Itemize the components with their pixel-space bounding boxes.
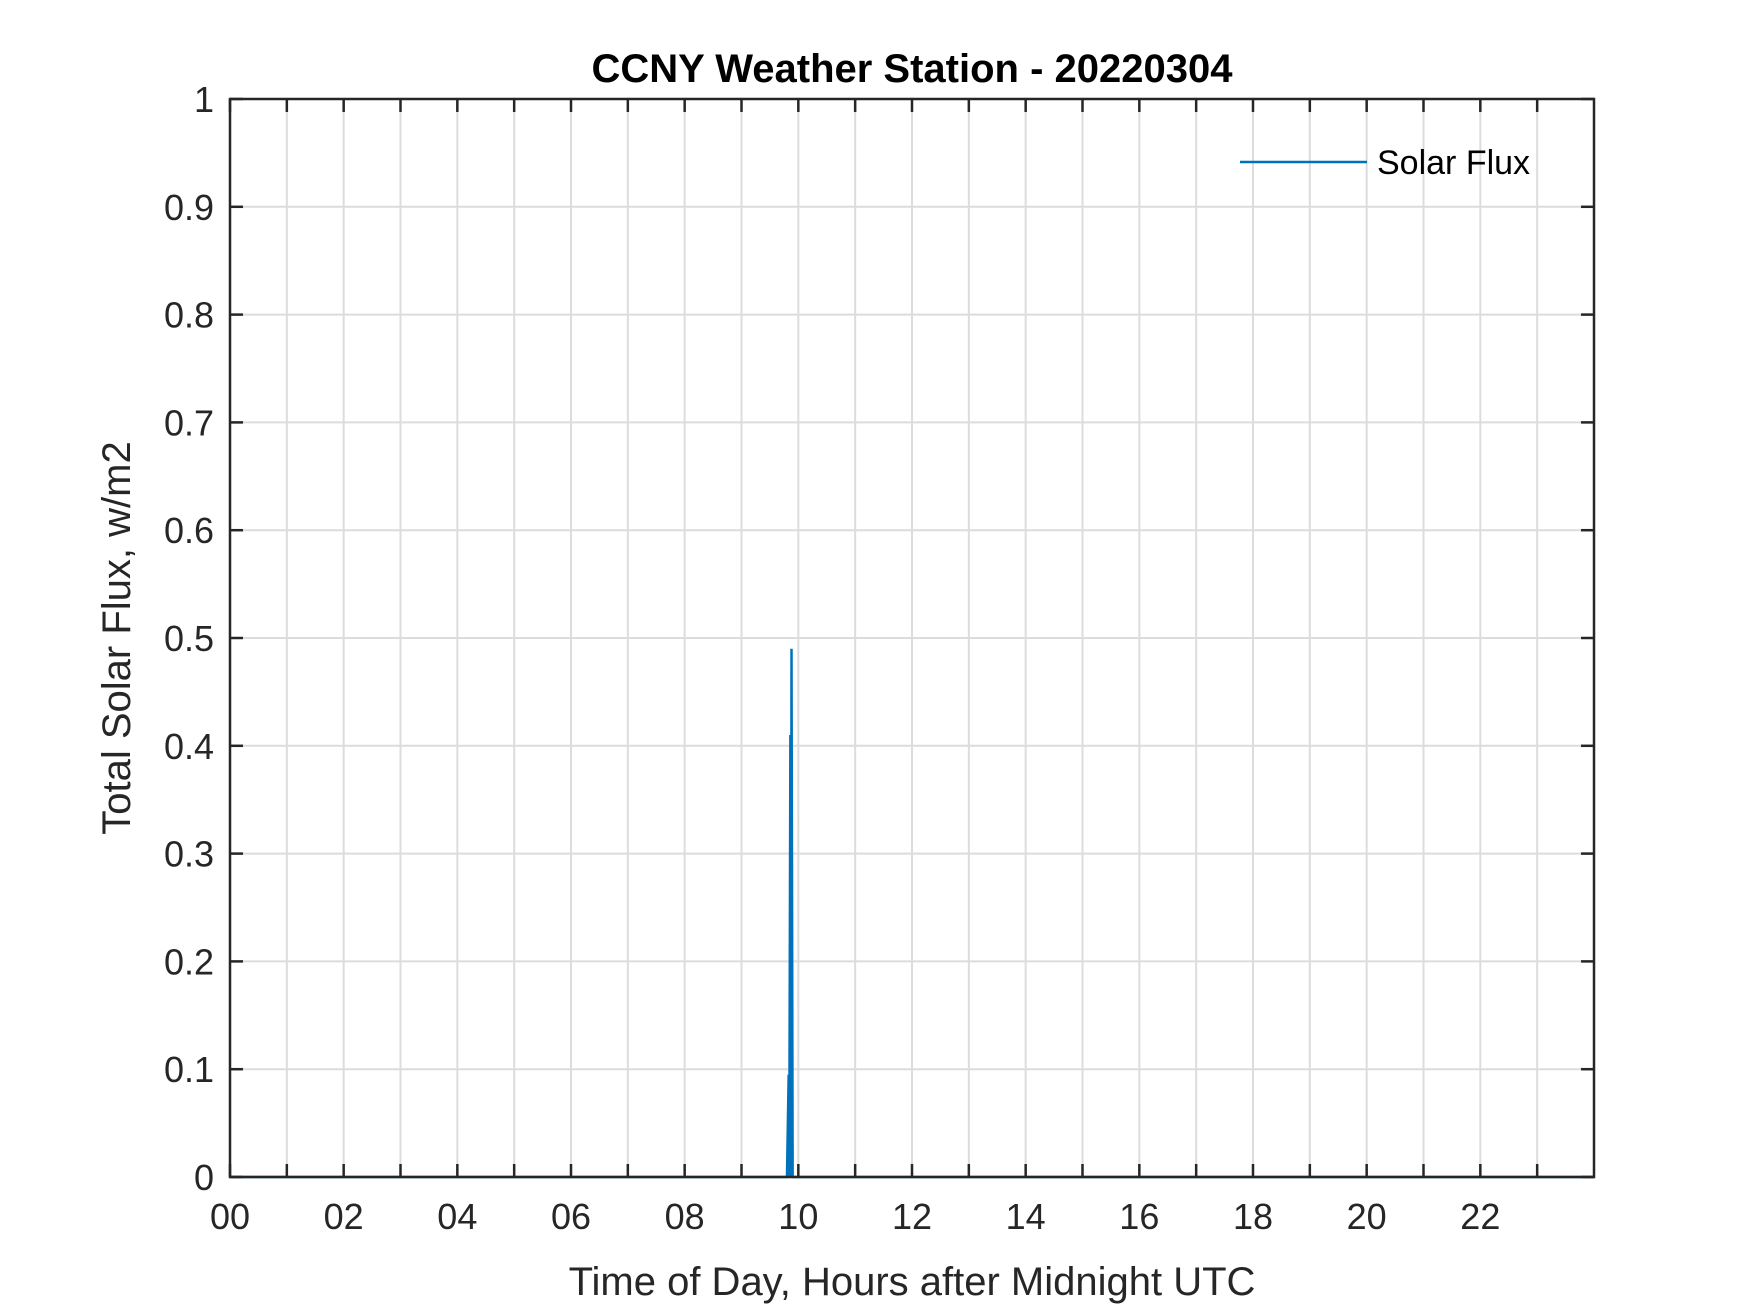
y-tick-label: 0 bbox=[194, 1157, 214, 1198]
x-tick-label: 16 bbox=[1119, 1196, 1159, 1237]
y-tick-label: 0.2 bbox=[164, 941, 214, 982]
x-tick-label: 20 bbox=[1347, 1196, 1387, 1237]
x-tick-label: 10 bbox=[778, 1196, 818, 1237]
x-axis-label: Time of Day, Hours after Midnight UTC bbox=[569, 1260, 1256, 1304]
y-tick-label: 0.3 bbox=[164, 834, 214, 875]
x-tick-label: 06 bbox=[551, 1196, 591, 1237]
grid bbox=[229, 98, 1594, 1178]
y-tick-label: 0.4 bbox=[164, 726, 214, 767]
y-tick-label: 0.7 bbox=[164, 402, 214, 443]
x-tick-label: 02 bbox=[324, 1196, 364, 1237]
y-tick-label: 1 bbox=[194, 79, 214, 120]
x-tick-label: 04 bbox=[437, 1196, 477, 1237]
y-tick-labels: 0 0.1 0.2 0.3 0.4 0.5 0.6 0.7 0.8 0.9 1 bbox=[164, 79, 214, 1198]
x-tick-labels: 00 02 04 06 08 10 12 14 16 18 20 22 bbox=[210, 1196, 1500, 1237]
x-tick-label: 14 bbox=[1006, 1196, 1046, 1237]
y-axis-label: Total Solar Flux, w/m2 bbox=[95, 441, 139, 834]
tick-marks bbox=[228, 97, 1594, 1179]
x-tick-label: 12 bbox=[892, 1196, 932, 1237]
x-tick-label: 22 bbox=[1460, 1196, 1500, 1237]
x-tick-label: 08 bbox=[665, 1196, 705, 1237]
legend: Solar Flux bbox=[1240, 144, 1530, 182]
x-tick-label: 00 bbox=[210, 1196, 250, 1237]
chart-title: CCNY Weather Station - 20220304 bbox=[592, 47, 1234, 91]
x-tick-label: 18 bbox=[1233, 1196, 1273, 1237]
series-line-solar-flux bbox=[230, 648, 1594, 1179]
legend-label-solar-flux: Solar Flux bbox=[1377, 144, 1530, 182]
series-layer bbox=[230, 648, 1594, 1179]
y-tick-label: 0.6 bbox=[164, 510, 214, 551]
y-tick-label: 0.1 bbox=[164, 1049, 214, 1090]
y-tick-label: 0.5 bbox=[164, 618, 214, 659]
y-tick-label: 0.8 bbox=[164, 295, 214, 336]
y-tick-label: 0.9 bbox=[164, 187, 214, 228]
